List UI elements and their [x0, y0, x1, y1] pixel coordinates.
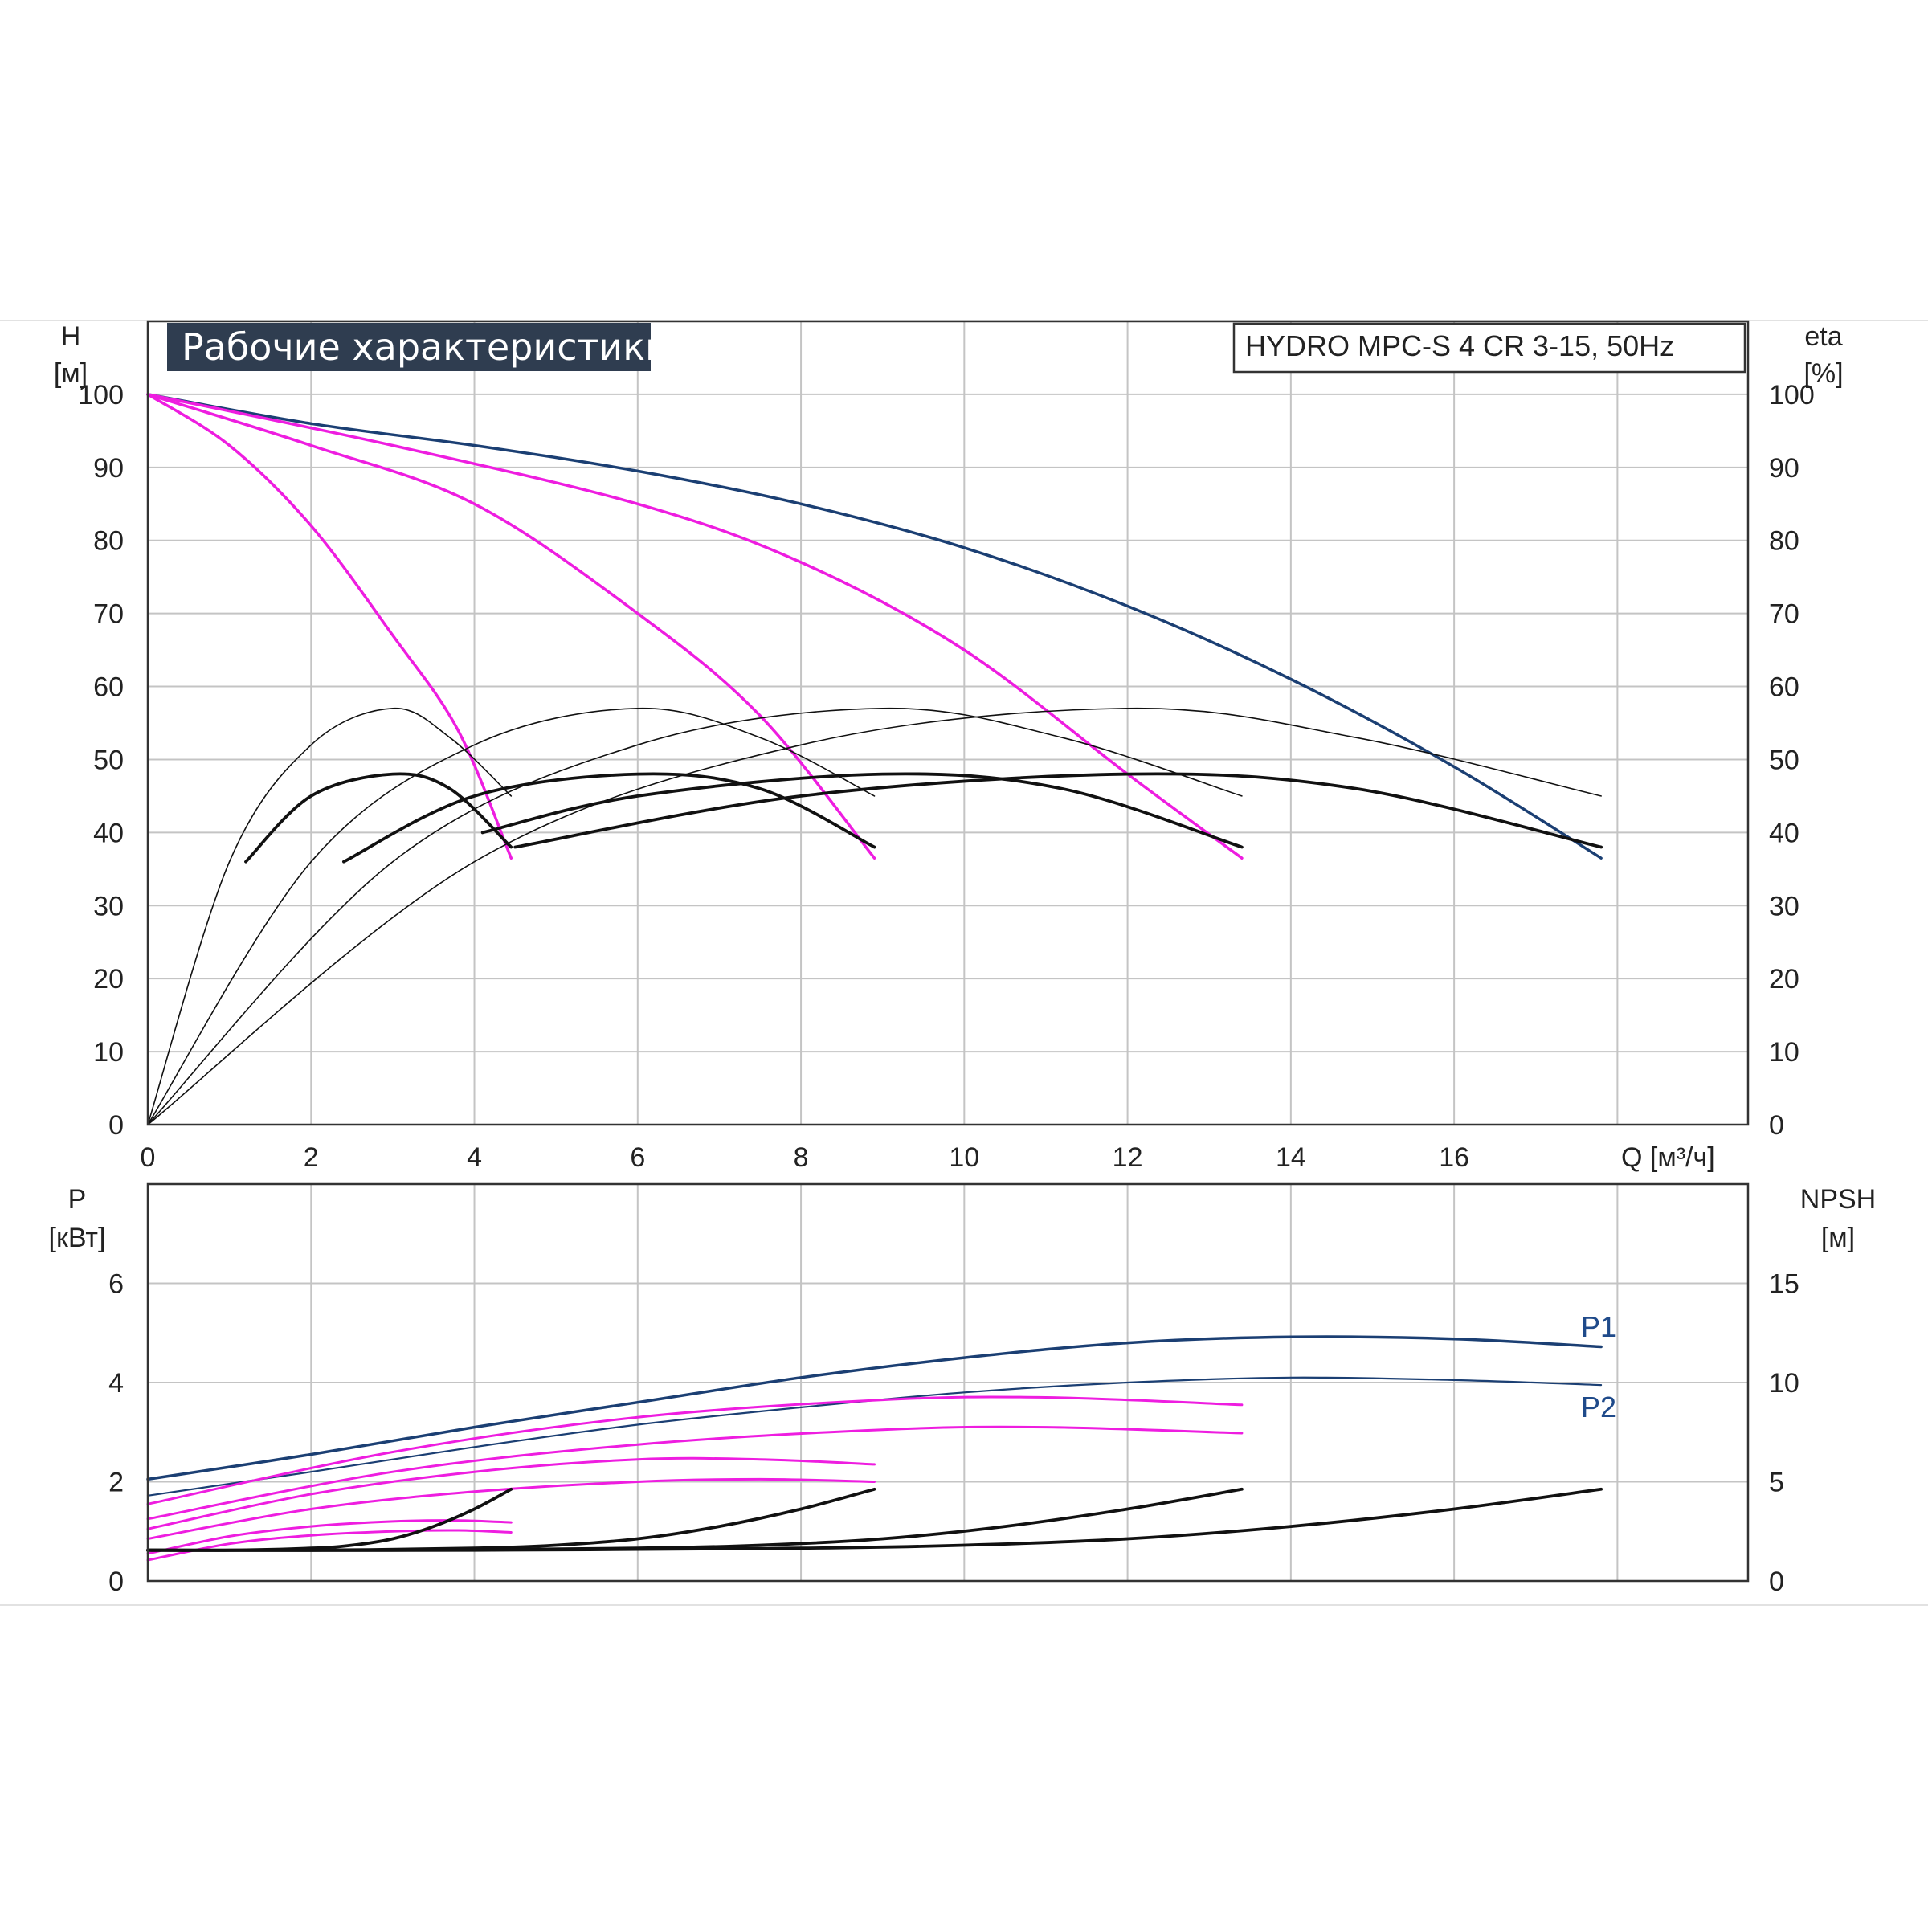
series-line-top-5 [147, 707, 876, 1125]
top-series [146, 393, 1603, 1125]
x-tick-label: 6 [630, 1142, 645, 1173]
power-axis-unit: [кВт] [49, 1223, 106, 1253]
series-label-p1: P1 [1581, 1310, 1616, 1343]
model-box [1232, 322, 1746, 374]
efficiency-tick-label: 70 [1769, 599, 1799, 630]
head-tick-label: 60 [93, 672, 124, 703]
power-tick-label: 0 [108, 1566, 124, 1597]
flow-axis-label: Q [м³/ч] [1621, 1142, 1715, 1173]
x-tick-label: 10 [949, 1142, 979, 1173]
series-line-top-9 [342, 772, 876, 864]
efficiency-tick-label: 10 [1769, 1037, 1799, 1068]
x-tick-label: 14 [1276, 1142, 1306, 1173]
head-tick-label: 70 [93, 599, 124, 630]
efficiency-tick-label: 20 [1769, 964, 1799, 995]
power-axis-symbol: P [68, 1184, 87, 1215]
x-tick-label: 16 [1439, 1142, 1469, 1173]
series-line-top-7 [147, 707, 1602, 1125]
head-tick-label: 80 [93, 526, 124, 557]
chart-title: Рабочие характеристики [182, 325, 669, 369]
npsh-tick-label: 15 [1769, 1269, 1799, 1300]
series-line-top-10 [480, 772, 1244, 849]
x-tick-label: 12 [1113, 1142, 1143, 1173]
head-axis-unit: [м] [54, 358, 88, 389]
efficiency-tick-label: 80 [1769, 526, 1799, 557]
series-line-top-2 [146, 393, 876, 860]
efficiency-tick-label: 90 [1769, 453, 1799, 484]
x-tick-label: 2 [304, 1142, 319, 1173]
series-line-top-1 [146, 393, 1244, 860]
npsh-tick-label: 10 [1769, 1368, 1799, 1399]
series-line-top-8 [244, 772, 513, 864]
top-grid [147, 321, 1748, 1125]
x-tick-label: 0 [141, 1142, 156, 1173]
head-tick-label: 40 [93, 818, 124, 848]
series-line-p1 [146, 1335, 1603, 1481]
series-line-top-4 [147, 707, 513, 1125]
npsh-tick-label: 0 [1769, 1566, 1784, 1597]
head-tick-label: 10 [93, 1037, 124, 1068]
model-name: HYDRO MPC-S 4 CR 3-15, 50Hz [1245, 329, 1674, 362]
power-tick-label: 4 [108, 1368, 124, 1399]
head-tick-label: 20 [93, 964, 124, 995]
npsh-axis-symbol: NPSH [1800, 1184, 1876, 1215]
efficiency-tick-label: 60 [1769, 672, 1799, 703]
efficiency-axis-symbol: eta [1804, 321, 1842, 352]
power-tick-label: 6 [108, 1269, 124, 1300]
series-line-bottom-11 [146, 1487, 1603, 1552]
efficiency-tick-label: 0 [1769, 1110, 1784, 1141]
title-box [167, 323, 651, 371]
bottom-plot-frame [146, 1182, 1750, 1583]
npsh-axis-unit: [м] [1821, 1223, 1855, 1253]
top-plot-frame [146, 320, 1750, 1126]
efficiency-tick-label: 40 [1769, 818, 1799, 848]
head-tick-label: 30 [93, 891, 124, 921]
head-axis-symbol: H [61, 321, 81, 352]
efficiency-tick-label: 50 [1769, 745, 1799, 775]
head-tick-label: 90 [93, 453, 124, 484]
series-line-bottom-6 [146, 1519, 513, 1555]
npsh-tick-label: 5 [1769, 1468, 1784, 1498]
series-line-bottom-7 [146, 1529, 513, 1562]
series-line-bottom-5 [146, 1477, 876, 1540]
series-line-p2 [146, 1376, 1603, 1497]
efficiency-tick-label: 30 [1769, 891, 1799, 921]
power-tick-label: 2 [108, 1468, 124, 1498]
x-tick-label: 8 [794, 1142, 809, 1173]
bottom-series [146, 1335, 1603, 1562]
tick-labels: 0 2 4 6 8 10 12 14 16010203040506070809010001020… [78, 380, 1814, 1597]
series-line-top-6 [147, 707, 1243, 1125]
efficiency-axis-unit: [%] [1803, 358, 1843, 389]
series-line-top-0 [146, 393, 1603, 860]
head-tick-label: 100 [78, 380, 124, 410]
series-line-bottom-3 [146, 1425, 1244, 1521]
efficiency-tick-label: 100 [1769, 380, 1815, 410]
series-line-top-11 [513, 772, 1603, 849]
series-line-bottom-4 [146, 1456, 876, 1530]
series-label-p2: P2 [1581, 1391, 1616, 1423]
x-tick-label: 4 [467, 1142, 482, 1173]
head-tick-label: 0 [108, 1110, 124, 1141]
series-line-bottom-2 [146, 1395, 1244, 1505]
head-tick-label: 50 [93, 745, 124, 775]
